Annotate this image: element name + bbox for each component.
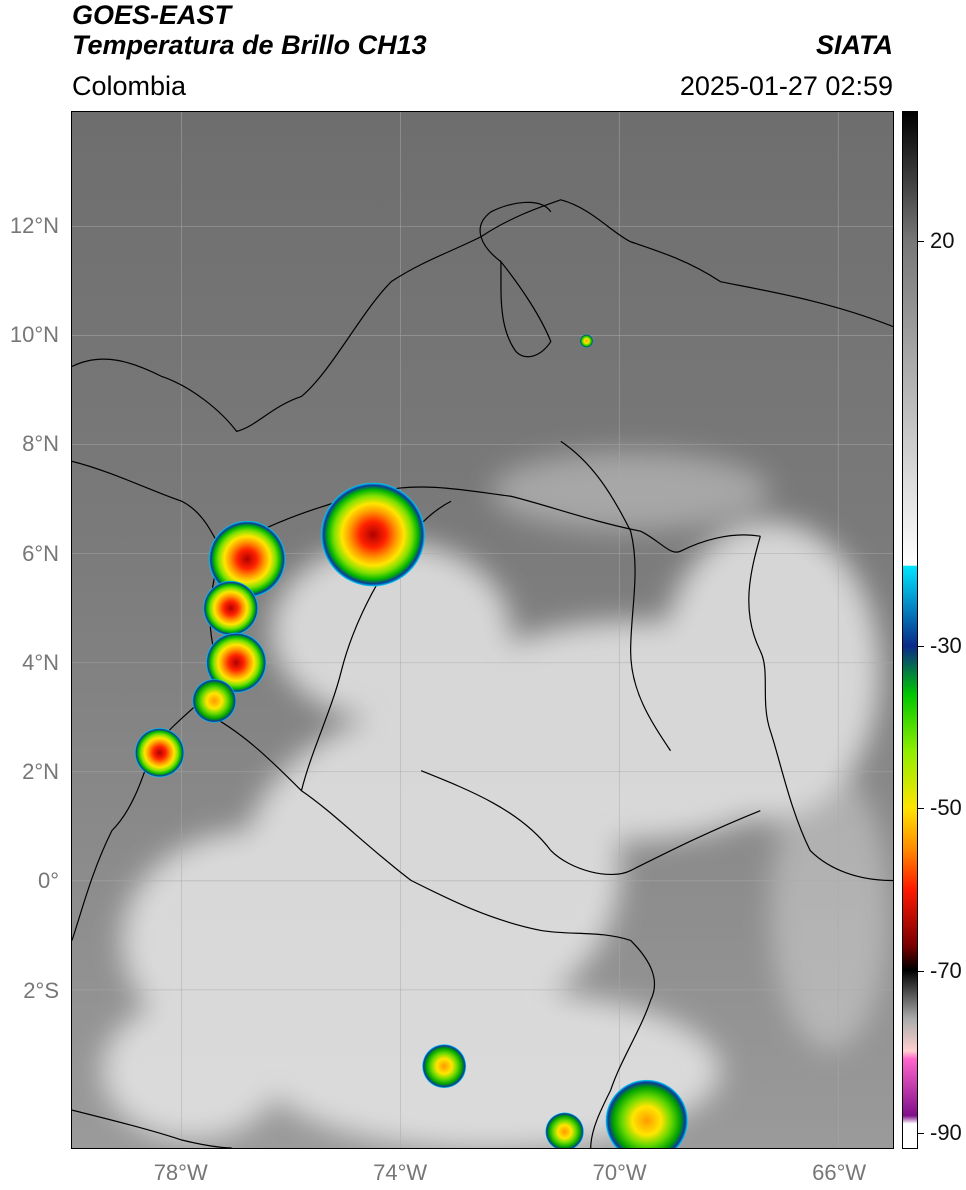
- satellite-map: [71, 111, 894, 1149]
- colorbar-tick-0: [918, 240, 924, 242]
- lat-tick-label-5: 2°N: [22, 759, 59, 785]
- lon-tick-label-0: 78°W: [153, 1160, 208, 1185]
- storm-cell-2: [203, 580, 259, 636]
- storm-cell-5: [134, 728, 185, 778]
- lat-tick-label-3: 6°N: [22, 540, 59, 566]
- storm-cell-3: [206, 632, 267, 693]
- lat-tick-label-0: 12°N: [9, 212, 59, 238]
- lon-tick-label-2: 70°W: [592, 1160, 647, 1185]
- lat-tick-label-2: 8°N: [22, 431, 59, 457]
- colorbar-tick-label-1: -30: [930, 633, 962, 659]
- colorbar-tick-2: [918, 808, 924, 810]
- lat-tick-label-1: 10°N: [9, 321, 59, 347]
- storm-cell-4: [192, 679, 237, 723]
- colorbar-tick-3: [918, 970, 924, 972]
- storm-cell-6: [422, 1044, 467, 1089]
- colorbar-tick-label-0: 20: [930, 227, 955, 253]
- lat-tick-label-4: 4°N: [22, 649, 59, 675]
- storm-cell-0: [208, 520, 286, 598]
- timestamp: 2025-01-27 02:59: [679, 71, 893, 101]
- colorbar-tick-label-4: -90: [930, 1119, 962, 1145]
- convective-cells: [134, 334, 688, 1148]
- temperature-colorbar: [902, 111, 918, 1149]
- title-satellite: GOES-EAST: [72, 0, 232, 30]
- brand-label: SIATA: [816, 30, 893, 60]
- cloud-field: [101, 451, 891, 1148]
- colorbar-tick-4: [918, 1132, 924, 1134]
- storm-cell-9: [579, 334, 594, 348]
- storm-cell-7: [605, 1079, 688, 1148]
- lon-tick-label-3: 66°W: [812, 1160, 867, 1185]
- lat-tick-label-7: 2°S: [23, 977, 59, 1003]
- lat-tick-label-6: 0°: [37, 868, 59, 894]
- colorbar-tick-label-2: -50: [930, 795, 962, 821]
- title-product: Temperatura de Brillo CH13: [72, 30, 427, 60]
- colorbar-tick-1: [918, 646, 924, 648]
- storm-cell-8: [545, 1112, 584, 1148]
- storm-cell-1: [321, 482, 426, 587]
- lon-tick-label-1: 74°W: [373, 1160, 428, 1185]
- colorbar-tick-label-3: -70: [930, 957, 962, 983]
- region-label: Colombia: [72, 71, 187, 101]
